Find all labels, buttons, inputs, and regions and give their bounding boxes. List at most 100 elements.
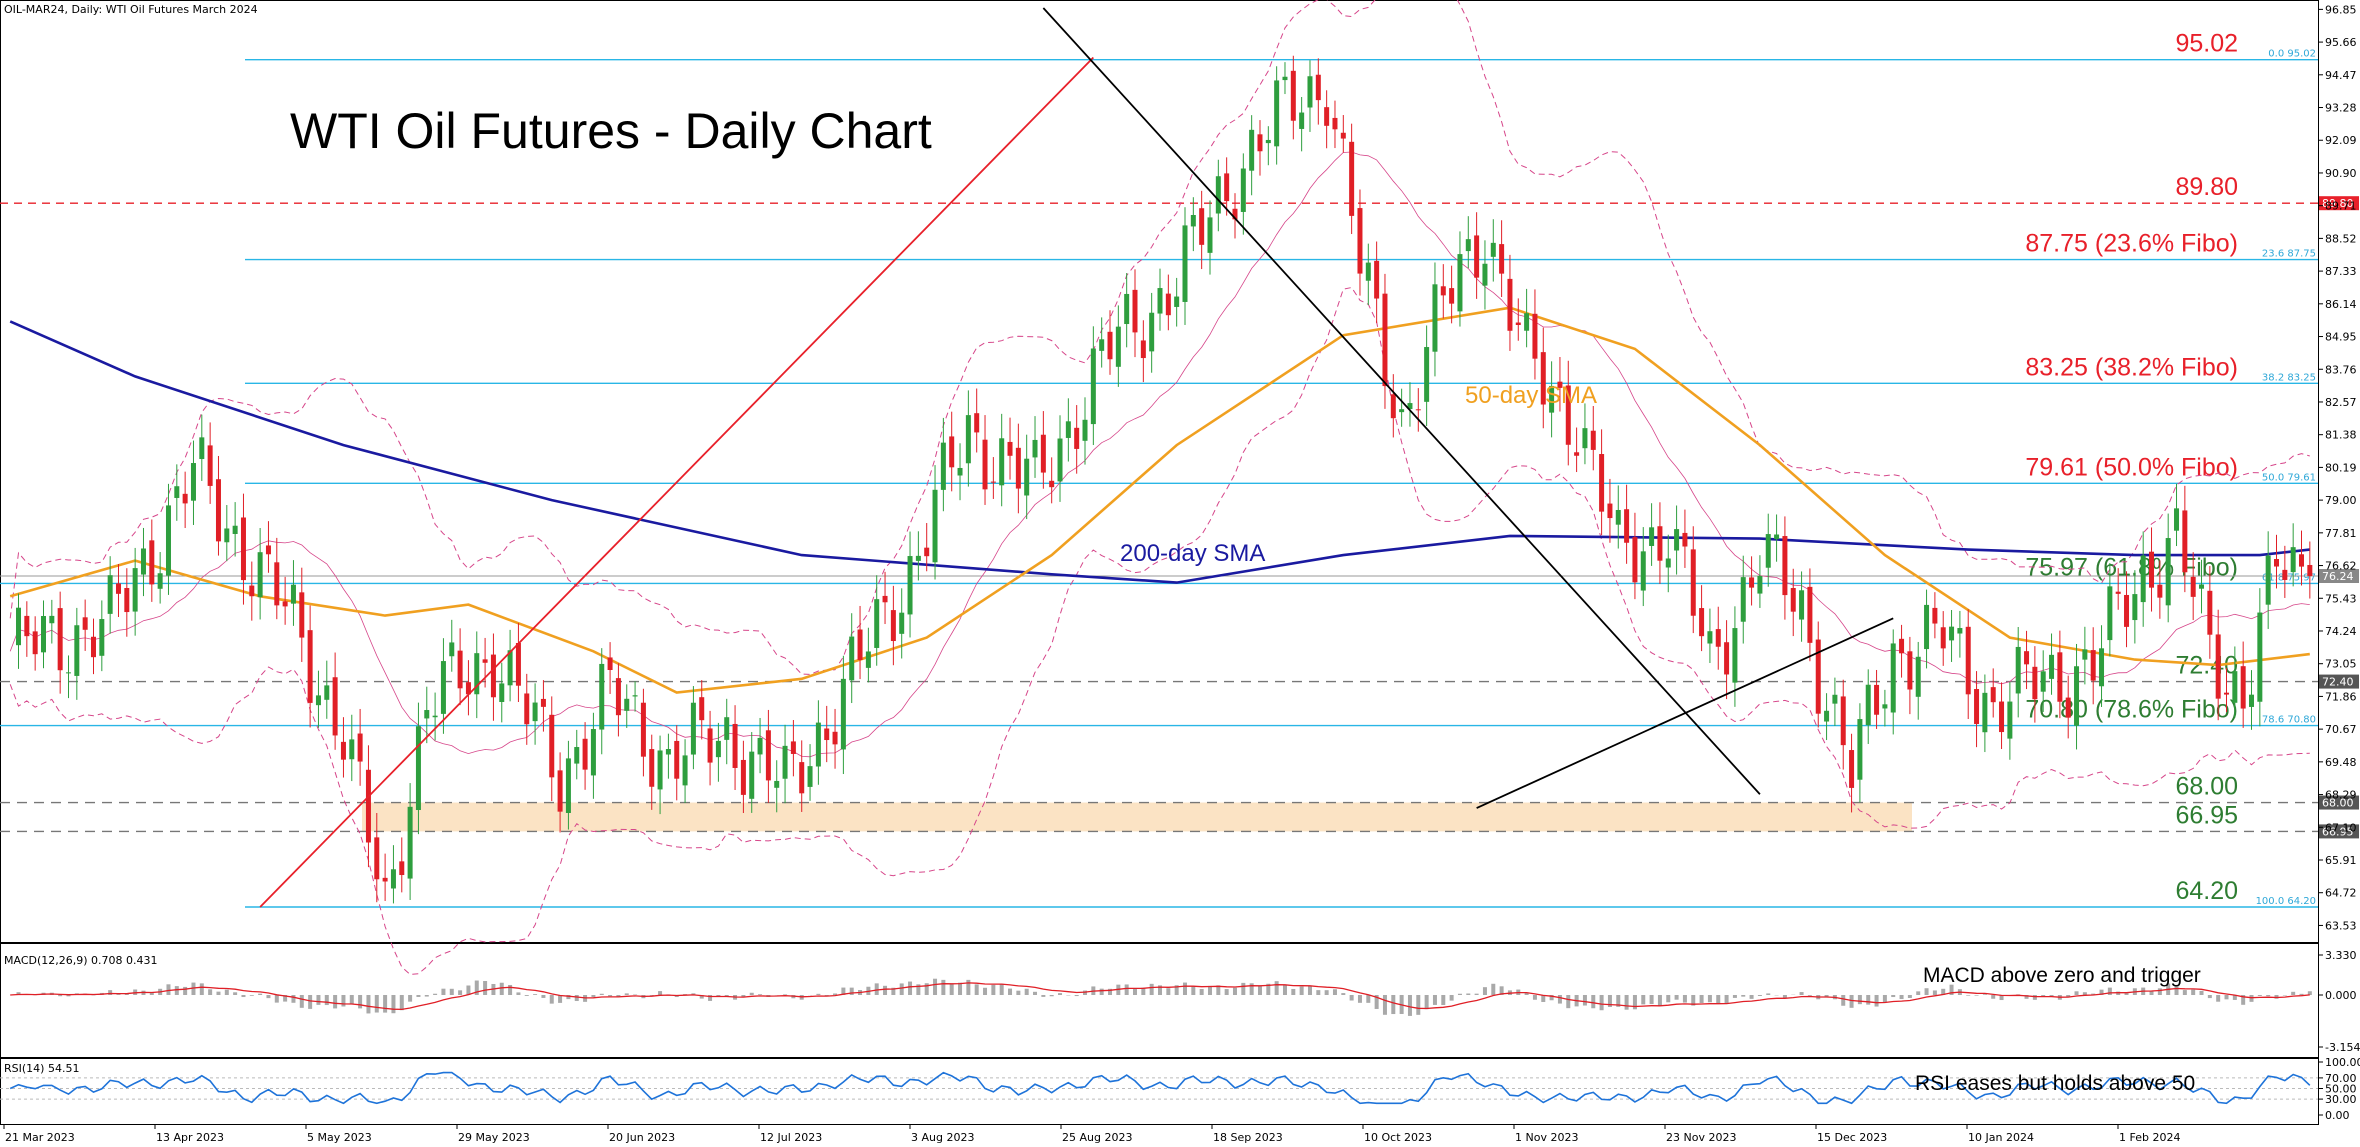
candle: [1557, 357, 1563, 412]
candle-body: [1965, 626, 1971, 695]
candle: [1565, 360, 1571, 466]
candle: [1965, 609, 1971, 720]
candle: [1582, 403, 1588, 465]
candle: [2032, 646, 2038, 723]
macd-histogram-bar: [1499, 986, 1504, 995]
macd-histogram-bar: [1699, 995, 1704, 1003]
candle-body: [149, 540, 155, 585]
candle: [174, 464, 180, 521]
price-tick-label: 88.52: [2325, 232, 2357, 245]
price-tick-label: 96.85: [2325, 3, 2357, 16]
candle: [1032, 416, 1038, 478]
candle-body: [257, 552, 263, 598]
candle-body: [224, 528, 230, 543]
candle-body: [465, 682, 471, 695]
candle: [432, 692, 438, 741]
candle: [574, 729, 580, 780]
candle-body: [649, 749, 655, 787]
candle-body: [2190, 576, 2196, 597]
candle: [1240, 153, 1246, 235]
candle-body: [1915, 656, 1921, 697]
candle: [1507, 254, 1513, 351]
candle: [2282, 545, 2288, 598]
price-tick-label: 79.00: [2325, 494, 2357, 507]
candle-body: [65, 672, 71, 674]
candle-body: [440, 661, 446, 714]
macd-tick-label: 3.330: [2325, 949, 2357, 962]
candle-body: [1524, 313, 1530, 331]
candle-body: [2174, 508, 2180, 531]
candle: [2249, 670, 2255, 730]
candle: [2257, 588, 2263, 727]
candle: [1982, 674, 1988, 753]
macd-histogram-bar: [1849, 995, 1854, 1008]
candle: [1890, 629, 1896, 735]
price-tick-label: 89.71: [2325, 200, 2357, 213]
macd-histogram-bar: [2207, 995, 2212, 999]
candle-body: [1674, 529, 1680, 551]
macd-histogram-bar: [241, 995, 246, 998]
candle: [1849, 733, 1855, 813]
candle-body: [590, 729, 596, 776]
candle: [707, 710, 713, 786]
candle-body: [1074, 427, 1080, 449]
candle-body: [724, 717, 730, 740]
macd-histogram-bar: [1441, 995, 1446, 1006]
price-tick-label: 83.76: [2325, 363, 2357, 376]
rsi-tick-label: 50.00: [2325, 1083, 2357, 1096]
macd-histogram-bar: [2032, 995, 2037, 1000]
date-tick-label: 1 Feb 2024: [2119, 1131, 2180, 1144]
rsi-tick-label: 0.00: [2325, 1109, 2350, 1122]
candle: [782, 724, 788, 804]
macd-histogram-bar: [1274, 981, 1279, 995]
macd-histogram-bar: [1124, 984, 1129, 995]
macd-histogram-bar: [1674, 995, 1679, 1000]
candle: [999, 413, 1005, 507]
macd-histogram-bar: [616, 995, 621, 997]
candle-body: [2282, 569, 2288, 580]
candle-body: [2232, 671, 2238, 703]
candle: [1749, 556, 1755, 606]
candle: [1607, 478, 1613, 543]
candle-body: [2132, 594, 2138, 621]
candle-body: [415, 726, 421, 811]
candle-body: [1132, 289, 1138, 333]
candle-body: [2124, 594, 2130, 627]
candle: [2099, 625, 2105, 707]
candle-body: [2215, 634, 2221, 699]
candle-body: [2032, 666, 2038, 700]
candle-body: [715, 740, 721, 758]
candle-body: [1240, 168, 1246, 212]
candle-body: [915, 555, 921, 561]
candle-body: [1890, 643, 1896, 713]
date-tick-label: 18 Sep 2023: [1213, 1131, 1283, 1144]
macd-histogram-bar: [1632, 995, 1637, 1010]
macd-histogram-bar: [924, 983, 929, 995]
macd-histogram-bar: [1141, 987, 1146, 995]
candle-body: [1015, 447, 1021, 489]
macd-histogram-bar: [1874, 995, 1879, 1007]
candle-body: [1790, 588, 1796, 612]
candle: [1649, 503, 1655, 566]
candle-body: [2307, 564, 2313, 576]
macd-histogram-bar: [1316, 990, 1321, 995]
candle: [924, 523, 930, 572]
macd-histogram-bar: [2191, 989, 2196, 995]
macd-histogram-bar: [1457, 993, 1462, 995]
candle: [1974, 671, 1980, 748]
candle-body: [1849, 750, 1855, 788]
candle-body: [1265, 139, 1271, 144]
macd-panel: 3.330 0.000 -3.154: [10, 949, 2360, 1054]
price-tick-label: 76.62: [2325, 560, 2357, 573]
candle: [2115, 568, 2121, 610]
candle: [774, 760, 780, 813]
rsi-info: RSI(14) 54.51: [4, 1062, 79, 1075]
candle-body: [1357, 208, 1363, 274]
candle: [32, 616, 38, 671]
candle-body: [1682, 532, 1688, 547]
price-tick-label: 74.24: [2325, 625, 2357, 638]
candle: [1265, 126, 1271, 166]
candle: [1374, 241, 1380, 324]
candle: [2182, 485, 2188, 593]
macd-histogram-bar: [2291, 991, 2296, 995]
